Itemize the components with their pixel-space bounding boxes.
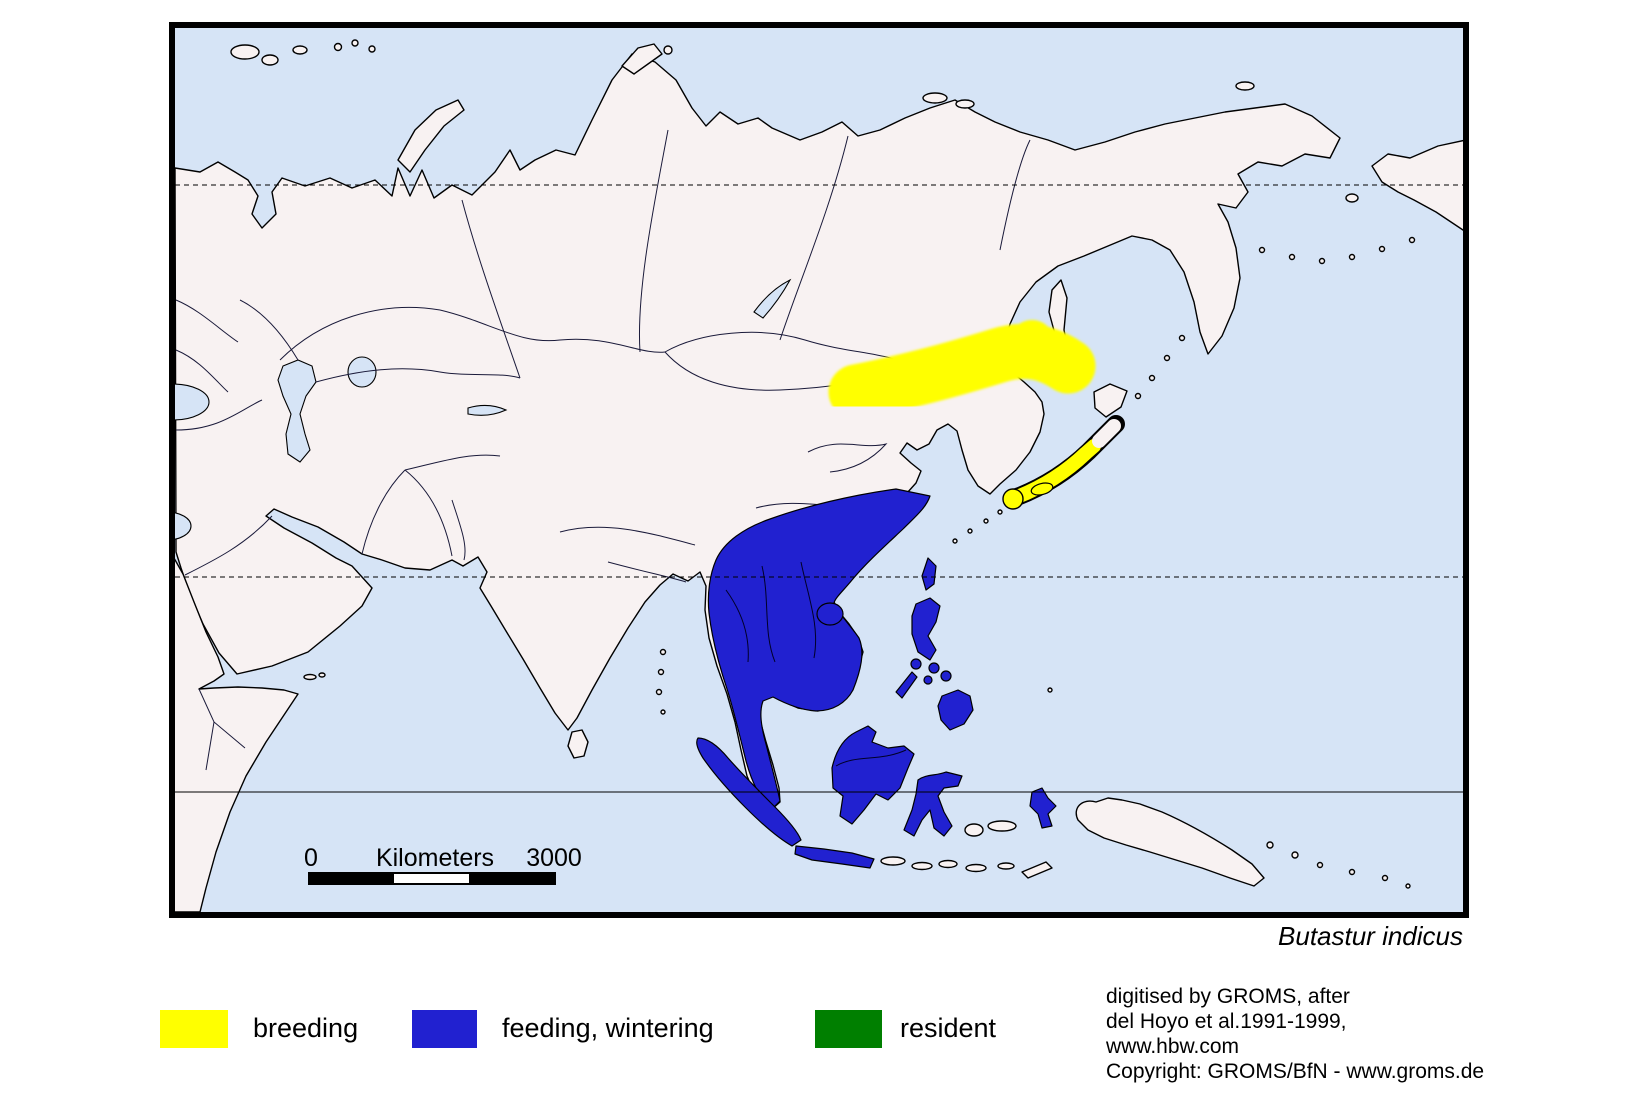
- new-guinea-landmass: [1075, 797, 1265, 887]
- africa-landmass: [175, 558, 299, 912]
- wintering-range-luzon: [911, 597, 941, 661]
- legend-label-breeding: breeding: [253, 1013, 359, 1043]
- shikoku-island: [1030, 482, 1054, 496]
- wintering-range-halmahera: [1029, 787, 1057, 829]
- legend-swatch-breeding: [160, 1010, 228, 1048]
- wintering-range-sulawesi: [903, 771, 963, 837]
- scale-bar-segment-3: [471, 872, 556, 885]
- scale-unit-label: Kilometers: [375, 844, 495, 872]
- eurasia-landmass: [175, 53, 1341, 811]
- scale-bar-segment-2: [392, 872, 471, 885]
- mediterranean-sea-tip: [175, 512, 192, 540]
- wintering-range-taiwan: [921, 557, 937, 591]
- hokkaido-island: [1093, 383, 1128, 418]
- scale-bar-segment-1: [308, 872, 392, 885]
- scale-start-label: 0: [304, 844, 318, 872]
- landmasses: [175, 39, 1463, 912]
- map-frame: [169, 22, 1469, 918]
- credits-block: digitised by GROMS, after del Hoyo et al…: [1106, 984, 1484, 1084]
- credit-line-2: del Hoyo et al.1991-1999,: [1106, 1010, 1347, 1033]
- credit-line-1: digitised by GROMS, after: [1106, 985, 1350, 1008]
- black-sea: [175, 383, 210, 421]
- novaya-zemlya-island: [397, 99, 465, 173]
- kyushu-island: [1002, 488, 1024, 510]
- lake-balkhash: [467, 404, 508, 416]
- wintering-range: [696, 488, 1057, 869]
- scale-bar: [308, 872, 556, 885]
- legend-swatch-resident: [815, 1010, 882, 1048]
- species-name: Butastur indicus: [1278, 921, 1463, 951]
- borders-within-range: [725, 561, 907, 767]
- wintering-range-west-java: [794, 845, 875, 869]
- wintering-range-palawan: [895, 671, 918, 699]
- breeding-range-japan: [1002, 415, 1125, 510]
- scale-end-label: 3000: [526, 844, 582, 872]
- caspian-sea: [277, 359, 317, 463]
- legend-swatch-feeding-wintering: [412, 1010, 477, 1048]
- legend-label-resident: resident: [900, 1013, 997, 1043]
- wintering-range-hainan: [816, 602, 844, 626]
- wintering-range-borneo: [831, 725, 915, 825]
- sri-lanka-island: [567, 729, 589, 759]
- lakes: [175, 278, 792, 540]
- latitude-lines: [175, 184, 1463, 793]
- legend-label-feeding-wintering: feeding, wintering: [502, 1013, 714, 1043]
- credit-line-3: www.hbw.com: [1106, 1035, 1240, 1058]
- breeding-range-northeast-china: [828, 320, 1096, 420]
- lake-baikal: [753, 278, 792, 319]
- credit-line-4: Copyright: GROMS/BfN - www.groms.de: [1106, 1060, 1485, 1083]
- wintering-range-mindanao: [937, 689, 974, 731]
- wintering-range-mainland-southeast-asia: [707, 488, 931, 810]
